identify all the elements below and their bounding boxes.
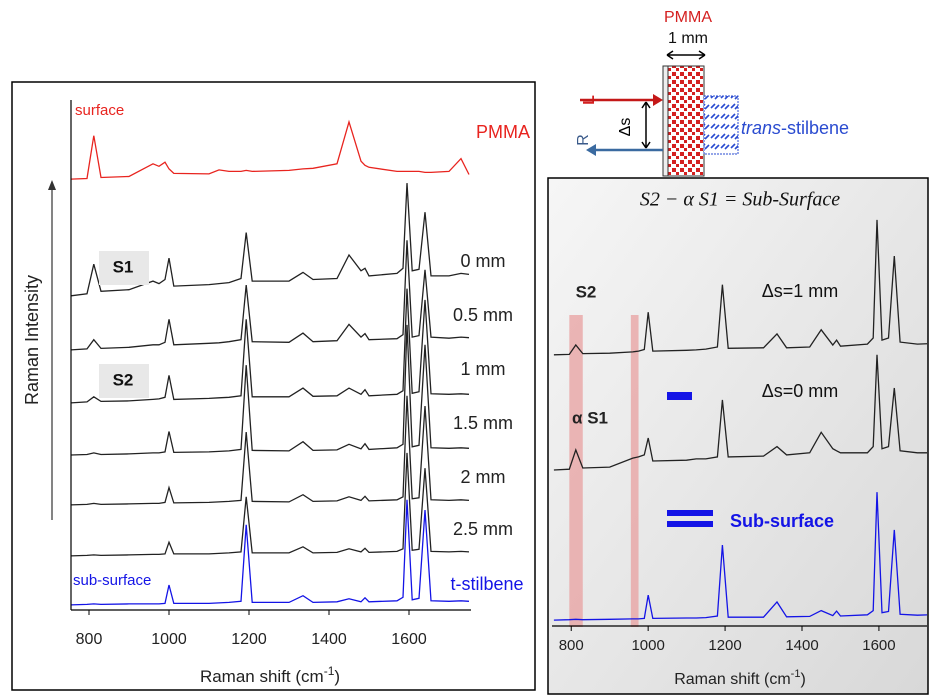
x-axis-label-part: ) (334, 667, 340, 686)
x-tick-label: 1200 (231, 631, 267, 648)
sample-label: trans-stilbene (741, 118, 849, 138)
thickness-arrow (666, 50, 706, 60)
sample-italic: trans (741, 118, 781, 138)
annotation: surface (75, 102, 124, 119)
x-tick-label: 1000 (151, 631, 187, 648)
offset-arrow (641, 101, 651, 149)
x-tick-label: 1600 (862, 637, 895, 654)
annotation: S2 (113, 370, 134, 389)
intensity-arrow-head (48, 180, 56, 190)
series-label: PMMA (476, 122, 530, 142)
thickness-label: 1 mm (668, 30, 708, 47)
right-panel (547, 177, 929, 695)
x-tick-label: 1600 (391, 631, 427, 648)
spectrum-line (553, 219, 927, 356)
series-label: t-stilbene (450, 574, 523, 594)
series-label: 2 mm (461, 467, 506, 487)
x-tick-label: 800 (76, 631, 103, 648)
x-axis-label: Raman shift (cm-1) (200, 664, 340, 686)
x-tick-label: 1400 (311, 631, 347, 648)
spectrum-line (71, 119, 470, 180)
spectrum-line (71, 324, 470, 456)
x-axis-label-part: -1 (791, 668, 801, 680)
left-panel (11, 81, 536, 691)
laser-head (653, 94, 663, 106)
glass-slide (662, 65, 669, 177)
spectrum-line (71, 183, 470, 297)
annotation: S1 (113, 257, 134, 276)
sample-rest: -stilbene (781, 118, 849, 138)
spectrum-line (71, 395, 470, 506)
spectrum-line (71, 499, 470, 606)
x-axis-label-part: ) (800, 671, 805, 688)
x-axis-label-part: Raman shift (cm (674, 671, 790, 688)
plot (71, 119, 470, 606)
y-axis-label: Raman Intensity (22, 275, 42, 405)
equals-sign (667, 521, 713, 527)
x-tick-label: 1200 (708, 637, 741, 654)
annotation: Δs=1 mm (762, 281, 839, 301)
stilbene-layer (703, 95, 739, 155)
plot (553, 219, 927, 627)
setup-diagram: PMMA 1 mm L R Δs trans-stilbene (575, 9, 849, 177)
spectrum-line (71, 288, 470, 404)
series-label: Sub-surface (730, 511, 834, 531)
series-label: 1 mm (461, 359, 506, 379)
pmma-layer (667, 65, 705, 177)
x-tick-label: 800 (559, 637, 584, 654)
annotation: Δs=0 mm (762, 381, 839, 401)
x-axis-label-part: -1 (324, 664, 335, 678)
x-tick-label: 1400 (785, 637, 818, 654)
x-tick-label: 1000 (631, 637, 664, 654)
highlight-band (569, 315, 583, 627)
series-label: S2 (576, 282, 597, 301)
return-head (586, 144, 596, 156)
series-label: 0 mm (461, 251, 506, 271)
series-label: 0.5 mm (453, 305, 513, 325)
label-background (99, 251, 149, 285)
spectrum-line (71, 240, 470, 351)
spectrum-line (71, 452, 470, 557)
series-label: α S1 (572, 408, 608, 427)
series-label: 2.5 mm (453, 519, 513, 539)
spectrum-line (553, 354, 927, 471)
equals-sign (667, 510, 713, 516)
x-axis-label-part: Raman shift (cm (200, 667, 324, 686)
material-label: PMMA (664, 9, 712, 26)
annotation: sub-surface (73, 572, 151, 589)
chart-title: S2 − α S1 = Sub-Surface (640, 189, 840, 211)
series-label: 1.5 mm (453, 413, 513, 433)
spectrum-line (553, 492, 927, 621)
highlight-band (630, 315, 639, 627)
offset-label: Δs (617, 118, 634, 137)
minus-sign (667, 392, 692, 400)
x-axis-label: Raman shift (cm-1) (674, 668, 806, 688)
return-label: R (575, 134, 592, 146)
label-background (99, 364, 149, 398)
